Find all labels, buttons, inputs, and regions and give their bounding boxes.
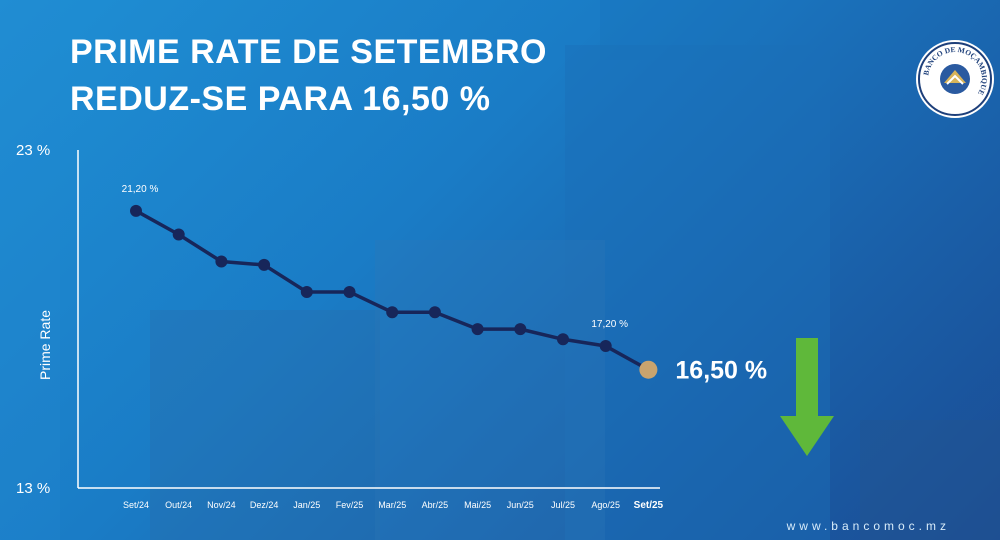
title-line-2: REDUZ-SE PARA 16,50 % <box>70 80 491 118</box>
x-tick-label: Out/24 <box>165 500 192 510</box>
data-label: 21,20 % <box>122 184 159 195</box>
data-point <box>300 285 313 298</box>
data-point <box>471 323 484 336</box>
y-axis-label: Prime Rate <box>37 310 53 380</box>
banco-de-mocambique-logo: BANCO DE MOÇAMBIQUE <box>916 40 994 118</box>
data-point <box>428 306 441 319</box>
x-tick-label: Dez/24 <box>250 500 279 510</box>
down-arrow-icon <box>780 338 834 456</box>
x-tick-label: Abr/25 <box>422 500 449 510</box>
x-tick-label: Jun/25 <box>507 500 534 510</box>
title-line-1: PRIME RATE DE SETEMBRO <box>70 33 547 71</box>
series-line <box>135 209 650 372</box>
x-tick-label: Mai/25 <box>464 500 491 510</box>
x-tick-label: Ago/25 <box>591 500 620 510</box>
data-point <box>130 204 142 217</box>
data-point <box>386 306 399 319</box>
x-tick-label: Jan/25 <box>293 500 320 510</box>
data-point <box>172 228 185 241</box>
data-point <box>514 323 527 336</box>
chart-axes <box>77 150 660 489</box>
y-tick-label: 23 % <box>16 142 50 159</box>
x-tick-label: Jul/25 <box>551 500 575 510</box>
x-tick-label: Set/24 <box>123 500 149 510</box>
current-rate-label: 16,50 % <box>675 357 767 385</box>
x-tick-label: Fev/25 <box>336 500 364 510</box>
data-point <box>258 258 271 271</box>
current-rate-point <box>639 360 658 379</box>
data-point <box>557 333 569 346</box>
data-point <box>343 285 356 298</box>
data-label: 17,20 % <box>591 319 628 330</box>
x-tick-label: Nov/24 <box>207 500 236 510</box>
x-tick-label: Mar/25 <box>378 500 406 510</box>
data-point <box>599 340 612 353</box>
y-tick-label: 13 % <box>16 480 50 497</box>
data-point <box>215 255 228 268</box>
x-tick-label: Set/25 <box>634 500 664 511</box>
website-url: www.bancomoc.mz <box>786 519 950 533</box>
